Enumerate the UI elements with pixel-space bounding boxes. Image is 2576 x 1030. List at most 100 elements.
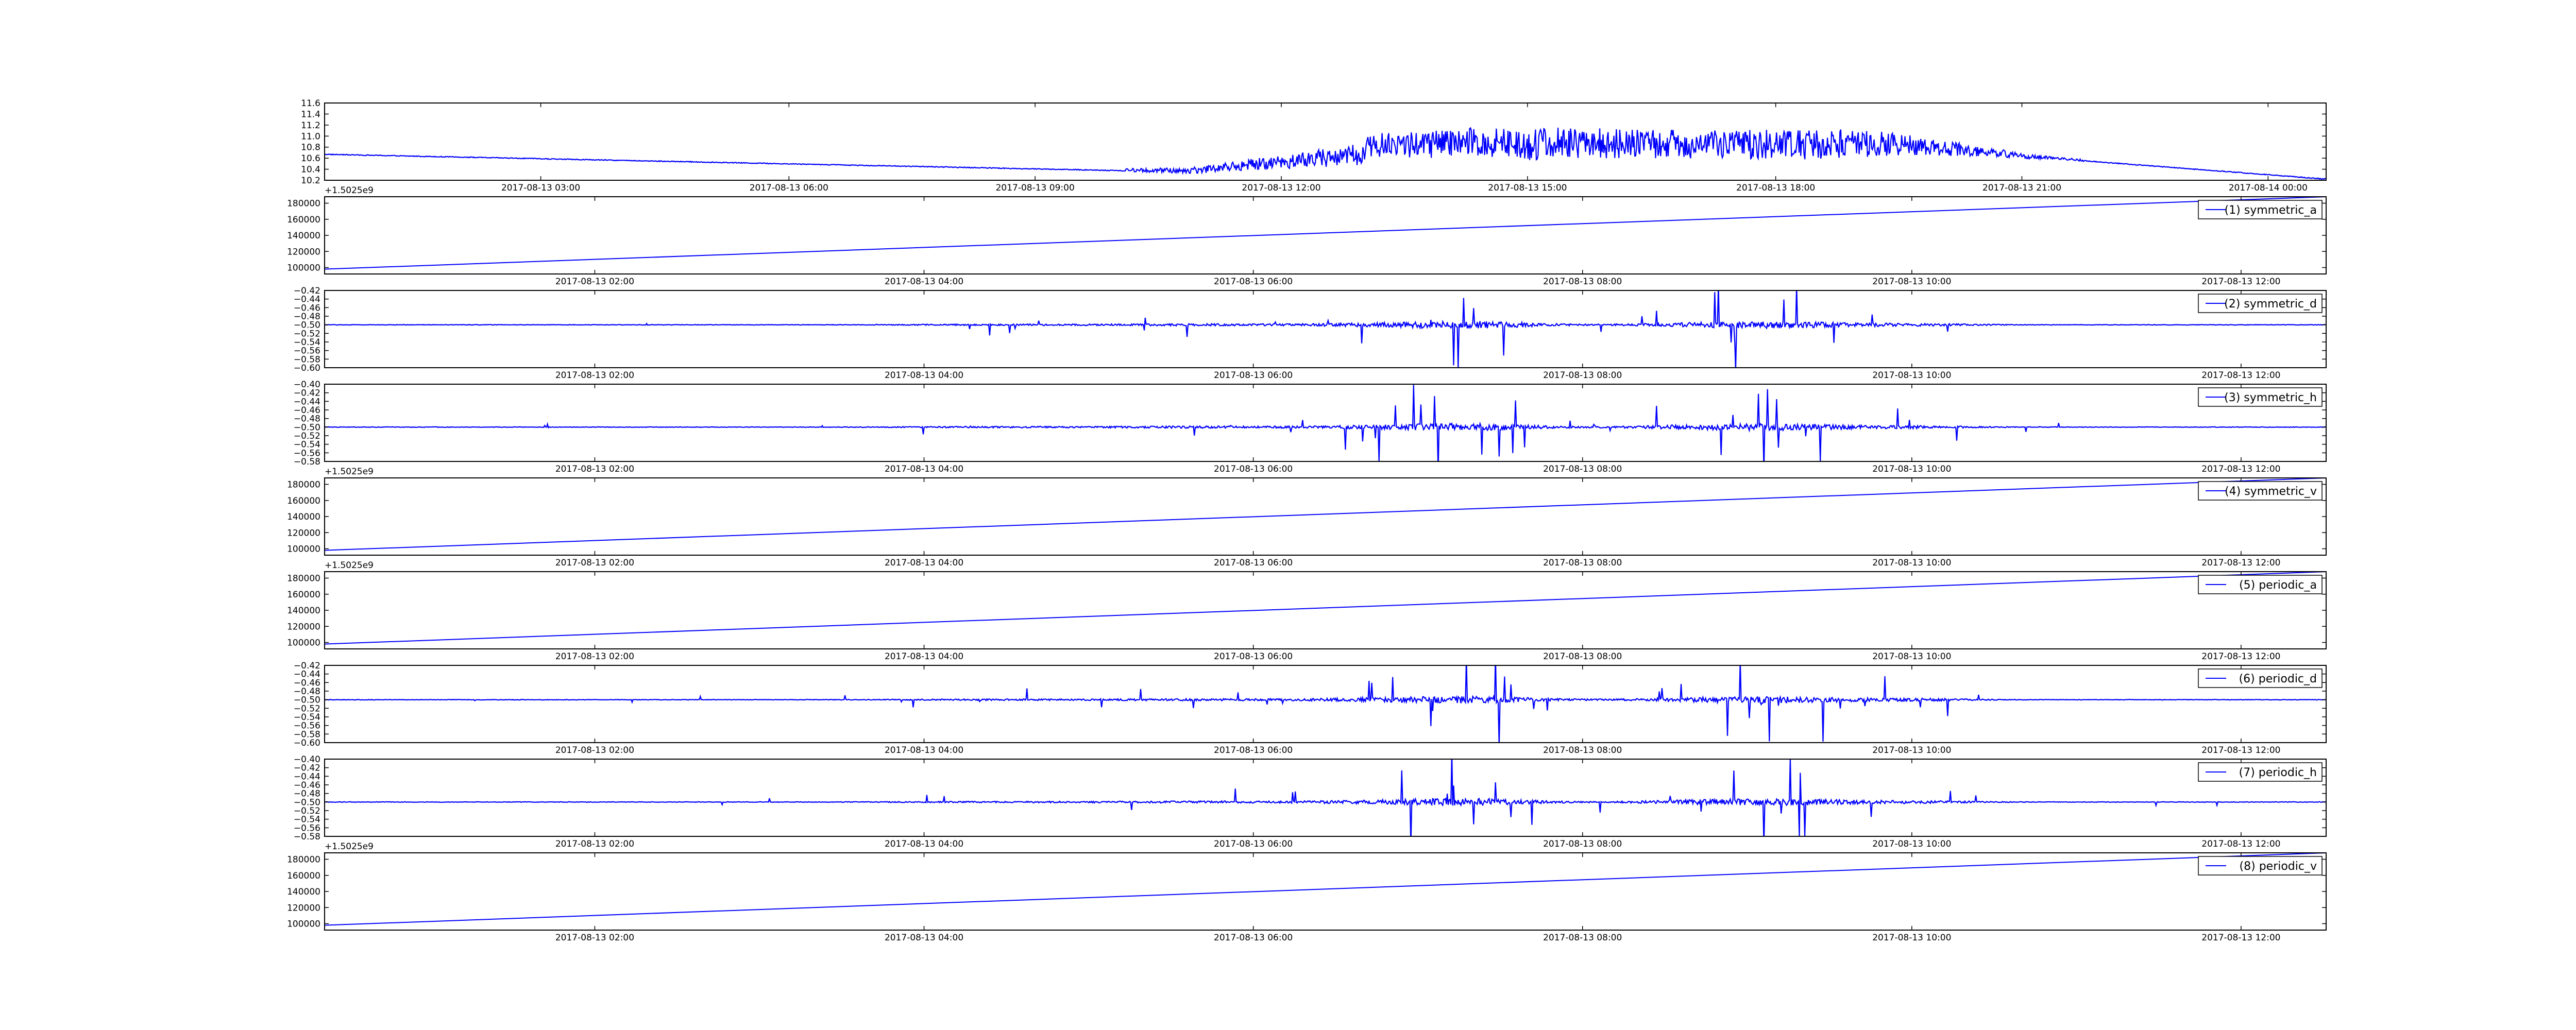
y-tick-label: −0.48 (294, 789, 320, 799)
x-tick-label: 2017-08-13 02:00 (555, 370, 634, 381)
y-tick-label: 140000 (287, 512, 320, 522)
series-line (325, 385, 2326, 461)
y-tick-label: −0.46 (294, 405, 320, 416)
legend: (3) symmetric_h (2198, 387, 2323, 407)
y-tick-label: −0.48 (294, 686, 320, 697)
y-tick-label: −0.58 (294, 457, 320, 467)
x-tick-label: 2017-08-13 03:00 (501, 183, 580, 193)
axes-frame (324, 290, 2327, 368)
y-tick-label: −0.52 (294, 806, 320, 816)
y-tick-label: 10.2 (301, 176, 320, 186)
y-tick-label: 180000 (287, 480, 320, 490)
y-tick-label: 180000 (287, 574, 320, 584)
y-tick-label: 10.8 (301, 143, 320, 153)
x-tick-label: 2017-08-13 02:00 (555, 277, 634, 287)
x-tick-label: 2017-08-13 06:00 (1214, 933, 1293, 943)
series-line (325, 759, 2326, 836)
legend-label: (6) periodic_d (2239, 673, 2317, 685)
y-tick-label: −0.40 (294, 380, 320, 390)
x-tick-label: 2017-08-13 08:00 (1543, 651, 1622, 662)
legend: (8) periodic_v (2198, 856, 2323, 876)
x-tick-label: 2017-08-13 04:00 (885, 277, 963, 287)
y-tick-label: −0.50 (294, 422, 320, 433)
x-tick-label: 2017-08-13 08:00 (1543, 558, 1622, 568)
y-tick-label: 100000 (287, 263, 320, 273)
y-tick-label: 140000 (287, 231, 320, 241)
x-tick-label: 2017-08-13 04:00 (885, 370, 963, 381)
x-tick-label: 2017-08-13 09:00 (996, 183, 1075, 193)
y-tick-label: 11.6 (301, 98, 320, 109)
y-tick-label: −0.58 (294, 729, 320, 740)
y-tick-label: 11.4 (301, 109, 320, 119)
x-tick-label: 2017-08-13 06:00 (1214, 277, 1293, 287)
offset-label: +1.5025e9 (325, 842, 374, 852)
x-tick-label: 2017-08-13 02:00 (555, 933, 634, 943)
y-tick-label: 160000 (287, 871, 320, 881)
y-tick-label: −0.50 (294, 695, 320, 706)
y-tick-label: −0.44 (294, 670, 320, 680)
x-tick-label: 2017-08-13 04:00 (885, 933, 963, 943)
x-tick-label: 2017-08-14 00:00 (2229, 183, 2308, 193)
x-tick-label: 2017-08-13 12:00 (2201, 839, 2280, 849)
x-tick-label: 2017-08-13 08:00 (1543, 277, 1622, 287)
offset-label: +1.5025e9 (325, 467, 374, 477)
x-tick-label: 2017-08-13 10:00 (1872, 651, 1951, 662)
subplot-8: −0.40−0.42−0.44−0.46−0.48−0.50−0.52−0.54… (294, 754, 2327, 852)
x-tick-label: 2017-08-13 10:00 (1872, 839, 1951, 849)
legend-label: (1) symmetric_a (2225, 204, 2317, 217)
legend-label: (2) symmetric_d (2224, 298, 2317, 311)
x-tick-label: 2017-08-13 08:00 (1543, 745, 1622, 756)
y-tick-label: −0.54 (294, 712, 320, 723)
y-tick-label: −0.50 (294, 320, 320, 331)
legend-label: (7) periodic_h (2239, 766, 2317, 779)
subplot-7: −0.42−0.44−0.46−0.48−0.50−0.52−0.54−0.56… (294, 661, 2327, 756)
subplot-1: 10.210.410.610.811.011.2 11.411.6 2017-08-… (301, 98, 2327, 196)
y-tick-label: 120000 (287, 622, 320, 632)
y-tick-label: −0.46 (294, 678, 320, 688)
x-tick-label: 2017-08-13 10:00 (1872, 464, 1951, 474)
series-line (325, 127, 2326, 180)
x-tick-label: 2017-08-13 06:00 (1214, 370, 1293, 381)
subplot-3: −0.42−0.44−0.46−0.48−0.50−0.52−0.54−0.56… (294, 286, 2327, 381)
series-line (325, 197, 2326, 270)
y-tick-label: −0.56 (294, 346, 320, 356)
series-line (325, 478, 2326, 551)
y-tick-label: −0.56 (294, 448, 320, 458)
x-tick-label: 2017-08-13 12:00 (1242, 183, 1320, 193)
y-tick-label: 100000 (287, 544, 320, 555)
y-tick-label: −0.52 (294, 329, 320, 339)
x-tick-label: 2017-08-13 04:00 (885, 558, 963, 568)
y-tick-label: 160000 (287, 590, 320, 600)
offset-label: +1.5025e9 (325, 185, 374, 196)
x-tick-label: 2017-08-13 08:00 (1543, 370, 1622, 381)
y-tick-label: −0.50 (294, 797, 320, 808)
series-line (325, 853, 2326, 926)
series-line (325, 665, 2326, 743)
y-tick-label: −0.54 (294, 815, 320, 825)
x-tick-label: 2017-08-13 02:00 (555, 464, 634, 474)
legend: (7) periodic_h (2198, 762, 2323, 782)
y-tick-label: −0.60 (294, 738, 320, 748)
y-tick-label: −0.44 (294, 771, 320, 782)
y-tick-label: 120000 (287, 247, 320, 257)
x-tick-label: 2017-08-13 02:00 (555, 558, 634, 568)
series-line (325, 572, 2326, 645)
legend-label: (5) periodic_a (2239, 579, 2317, 592)
axes-frame (324, 665, 2327, 743)
subplot-4: −0.40−0.42−0.44−0.46−0.48−0.50−0.52−0.54… (294, 380, 2327, 477)
x-tick-label: 2017-08-13 04:00 (885, 464, 963, 474)
subplot-9: 100000 120000 140000 160000 180000 2017-08-13… (287, 852, 2327, 943)
subplot-6: 100000 120000 140000 160000 180000 2017-08-13… (287, 571, 2327, 662)
subplot-5: 100000 120000 140000 160000 180000 2017-08-13… (287, 477, 2327, 571)
y-tick-label: −0.42 (294, 763, 320, 774)
legend-label: (3) symmetric_h (2224, 391, 2317, 404)
legend-label: (8) periodic_v (2240, 860, 2317, 873)
y-tick-label: 160000 (287, 496, 320, 506)
y-tick-label: 140000 (287, 887, 320, 897)
y-tick-label: 100000 (287, 919, 320, 930)
x-tick-label: 2017-08-13 15:00 (1488, 183, 1567, 193)
x-tick-label: 2017-08-13 06:00 (1214, 839, 1293, 849)
x-tick-label: 2017-08-13 06:00 (1214, 464, 1293, 474)
y-tick-label: −0.46 (294, 780, 320, 791)
